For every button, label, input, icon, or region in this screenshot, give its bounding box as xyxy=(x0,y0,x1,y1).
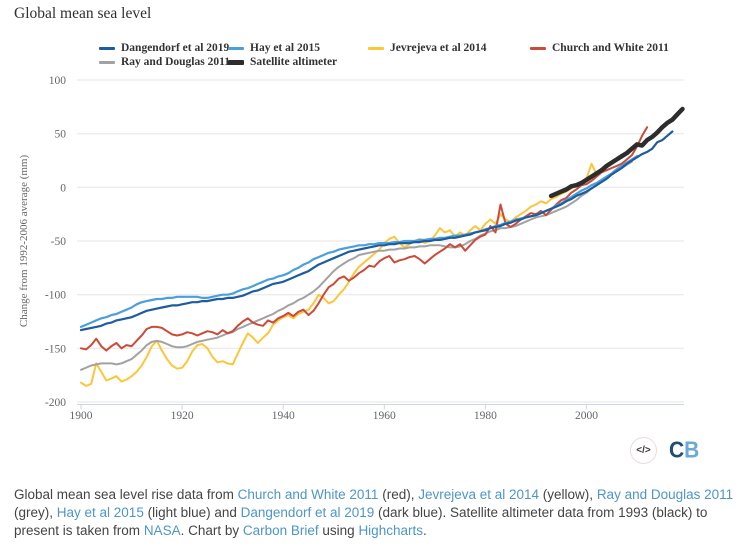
series-line-ray-and-douglas-2011[interactable] xyxy=(80,160,633,371)
chart-title: Global mean sea level xyxy=(14,5,152,22)
y-axis-title: Change from 1992-2006 average (mm) xyxy=(18,155,30,328)
legend-item-church-and-white-2011[interactable]: Church and White 2011 xyxy=(530,42,685,54)
y-tick-label--150: -150 xyxy=(45,343,66,355)
x-tick-label-1980: 1980 xyxy=(474,410,497,422)
chart-caption: Global mean sea level rise data from Chu… xyxy=(14,486,738,539)
y-tick-label-100: 100 xyxy=(49,75,67,87)
sea-level-chart: 100 50 0 -50 -100 -150 -200 1900 1920 1940 1960 198… xyxy=(18,75,685,422)
legend-swatch-icon xyxy=(228,59,244,65)
x-tick-label-1900: 1900 xyxy=(70,410,93,422)
legend-item-dangendorf-et-al-2019[interactable]: Dangendorf et al 2019 xyxy=(99,42,230,54)
caption-link[interactable]: Church and White 2011 xyxy=(237,487,379,502)
y-tick-label-0: 0 xyxy=(60,182,66,194)
legend-item-label: Ray and Douglas 2011 xyxy=(121,56,230,68)
legend-item-jevrejeva-et-al-2014[interactable]: Jevrejeva et al 2014 xyxy=(368,42,530,54)
caption-link[interactable]: Jevrejeva et al 2014 xyxy=(418,487,540,502)
chart-legend: Dangendorf et al 2019 Hay et al 2015 Jevre… xyxy=(99,42,691,70)
y-tick-label--100: -100 xyxy=(45,290,66,302)
caption-text: . Chart by xyxy=(180,522,243,538)
legend-item-hay-et-al-2015[interactable]: Hay et al 2015 xyxy=(228,42,368,54)
legend-item-label: Dangendorf et al 2019 xyxy=(121,42,230,54)
embed-code-icon[interactable]: </> xyxy=(630,437,657,464)
series-line-jevrejeva-et-al-2014[interactable] xyxy=(80,162,603,387)
y-tick-label-50: 50 xyxy=(55,129,67,141)
y-tick-label--200: -200 xyxy=(45,397,66,409)
caption-link[interactable]: Hay et al 2015 xyxy=(56,504,144,520)
legend-swatch-icon xyxy=(530,46,546,50)
caption-text: (red), xyxy=(378,487,419,502)
caption-link[interactable]: Dangendorf et al 2019 xyxy=(240,504,375,520)
legend-swatch-icon xyxy=(99,46,115,50)
legend-item-label: Satellite altimeter xyxy=(250,56,338,68)
caption-text: (dark blue). Satellite altimeter data fr… xyxy=(14,504,708,538)
y-tick-label--50: -50 xyxy=(51,236,67,248)
series-line-satellite-altimeter[interactable] xyxy=(548,106,685,199)
caption-link[interactable]: Ray and Douglas 2011 xyxy=(596,487,734,502)
legend-item-satellite-altimeter[interactable]: Satellite altimeter xyxy=(228,56,368,68)
caption-text: (grey), xyxy=(14,504,57,520)
x-tick-label-2000: 2000 xyxy=(575,410,598,422)
x-tick-label-1960: 1960 xyxy=(373,410,396,422)
caption-link[interactable]: NASA xyxy=(143,522,181,538)
series-line-dangendorf-et-al-2019[interactable] xyxy=(79,130,674,332)
carbon-brief-logo[interactable]: CB xyxy=(669,438,699,464)
legend-item-ray-and-douglas-2011[interactable]: Ray and Douglas 2011 xyxy=(99,56,230,68)
cb-logo-letter-b: B xyxy=(684,437,700,463)
legend-swatch-icon xyxy=(368,46,384,50)
series-line-hay-et-al-2015[interactable] xyxy=(79,155,639,328)
caption-text: (light blue) and xyxy=(143,504,241,520)
x-tick-label-1940: 1940 xyxy=(272,410,295,422)
legend-swatch-icon xyxy=(99,60,115,64)
caption-text: . xyxy=(422,522,427,538)
cb-logo-letter-c: C xyxy=(669,437,685,463)
legend-item-label: Jevrejeva et al 2014 xyxy=(390,42,487,54)
caption-text: (yellow), xyxy=(539,487,597,502)
legend-item-label: Hay et al 2015 xyxy=(250,42,320,54)
chart-branding: </> CB xyxy=(630,437,699,464)
series-line-church-and-white-2011[interactable] xyxy=(80,126,649,352)
legend-swatch-icon xyxy=(228,46,244,50)
legend-item-label: Church and White 2011 xyxy=(552,42,669,54)
caption-link[interactable]: Carbon Brief xyxy=(242,522,319,538)
x-tick-label-1920: 1920 xyxy=(171,410,194,422)
caption-text: using xyxy=(318,522,359,538)
caption-text: Global mean sea level rise data from xyxy=(14,487,238,502)
caption-link[interactable]: Highcharts xyxy=(358,522,423,538)
